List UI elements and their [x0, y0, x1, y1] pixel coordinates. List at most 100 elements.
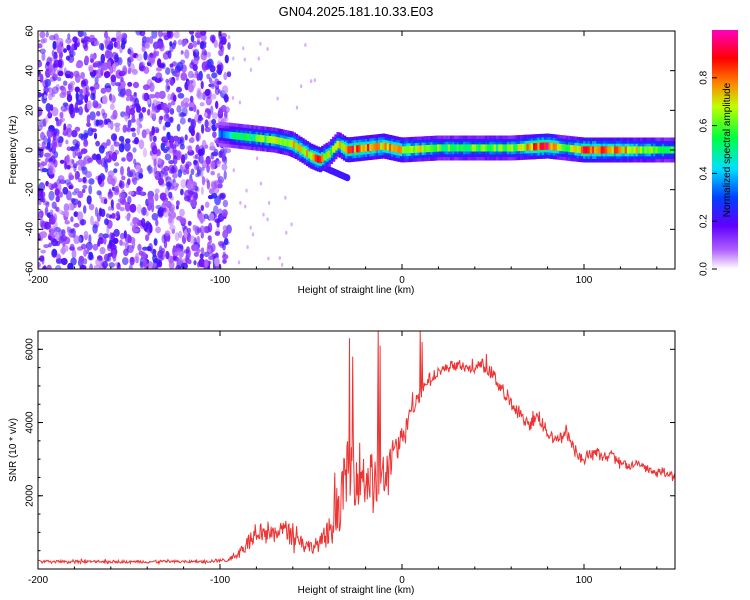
noise-blob	[38, 70, 42, 75]
noise-dot	[266, 47, 269, 51]
noise-blob	[110, 94, 116, 104]
noise-blob	[177, 92, 185, 99]
noise-blob	[152, 135, 157, 143]
noise-blob	[128, 264, 133, 269]
noise-blob	[214, 195, 222, 206]
noise-blob	[66, 164, 71, 170]
noise-blob	[198, 258, 206, 268]
ridge-cell	[452, 144, 456, 152]
noise-blob	[91, 73, 96, 79]
noise-blob	[165, 67, 171, 75]
noise-blob	[45, 201, 50, 208]
noise-blob	[43, 37, 48, 44]
noise-blob	[93, 132, 98, 140]
noise-blob	[143, 66, 150, 74]
lower-branch-cell	[344, 174, 351, 182]
noise-blob	[218, 49, 224, 57]
ridge-cell	[458, 144, 462, 152]
ridge-cell	[386, 143, 390, 151]
noise-blob	[222, 199, 229, 208]
noise-blob	[83, 95, 88, 102]
noise-blob	[99, 42, 104, 51]
noise-blob	[214, 231, 221, 236]
noise-blob	[190, 118, 196, 129]
noise-blob	[46, 141, 51, 149]
ridge-cell	[594, 146, 598, 154]
noise-blob	[193, 251, 199, 257]
noise-blob	[92, 153, 97, 160]
ridge-cell	[351, 145, 355, 153]
noise-dot	[276, 96, 279, 101]
noise-blob	[128, 191, 135, 196]
ridge-cell	[620, 146, 624, 154]
ridge-cell	[268, 136, 272, 144]
noise-blob	[75, 72, 79, 79]
noise-blob	[136, 125, 140, 136]
noise-blob	[57, 209, 64, 215]
noise-blob	[210, 93, 217, 100]
ridge-cell	[275, 137, 279, 145]
noise-blob	[126, 151, 133, 162]
noise-blob	[191, 73, 199, 79]
noise-dot	[249, 67, 253, 72]
ridge-cell	[218, 130, 222, 138]
noise-blob	[86, 195, 92, 205]
noise-blob	[57, 175, 65, 182]
noise-dot	[280, 262, 284, 267]
ridge-cell	[356, 145, 360, 153]
noise-blob	[207, 58, 214, 69]
noise-blob	[218, 150, 223, 158]
noise-dot	[238, 100, 242, 105]
noise-blob	[173, 182, 177, 187]
noise-blob	[107, 206, 112, 211]
ridge-cell	[465, 144, 469, 152]
noise-blob	[74, 126, 81, 132]
ridge-cell	[397, 145, 401, 153]
noise-blob	[38, 146, 42, 156]
noise-blob	[180, 72, 188, 81]
noise-blob	[67, 33, 71, 40]
noise-blob	[59, 159, 65, 164]
noise-blob	[142, 147, 148, 158]
ridge-cell	[443, 144, 447, 152]
noise-blob	[130, 118, 136, 123]
noise-blob	[71, 191, 78, 196]
noise-blob	[161, 234, 167, 244]
noise-blob	[118, 80, 126, 89]
noise-blob	[121, 157, 126, 162]
noise-blob	[223, 170, 227, 180]
noise-blob	[158, 170, 164, 179]
noise-blob	[200, 31, 207, 36]
noise-blob	[165, 250, 170, 260]
noise-blob	[205, 88, 212, 99]
noise-dot	[284, 195, 287, 200]
ridge-cell	[570, 145, 574, 153]
noise-blob	[176, 61, 184, 72]
noise-blob	[164, 146, 170, 151]
ridge-cell	[467, 144, 471, 152]
noise-blob	[155, 226, 162, 234]
ridge-cell	[364, 144, 368, 152]
ridge-cell	[391, 144, 395, 152]
noise-blob	[53, 53, 58, 60]
noise-blob	[200, 42, 207, 49]
noise-blob	[109, 103, 115, 111]
noise-blob	[134, 171, 141, 181]
noise-blob	[184, 134, 188, 141]
noise-blob	[100, 53, 106, 64]
colorbar-ticks: 0.0 0.2 0.4 0.6 0.8	[699, 70, 717, 276]
noise-blob	[65, 38, 72, 44]
y-tick-label: 40	[25, 65, 36, 77]
ridge-cell	[626, 146, 631, 154]
noise-blob	[222, 242, 226, 251]
noise-blob	[102, 95, 108, 105]
noise-blob	[196, 109, 200, 115]
noise-blob	[193, 190, 199, 201]
noise-blob	[66, 146, 72, 152]
noise-blob	[190, 168, 195, 176]
noise-blob	[48, 235, 52, 241]
noise-blob	[210, 152, 215, 160]
noise-blob	[149, 36, 154, 44]
noise-blob	[92, 62, 98, 68]
ridge-cell	[362, 144, 366, 152]
